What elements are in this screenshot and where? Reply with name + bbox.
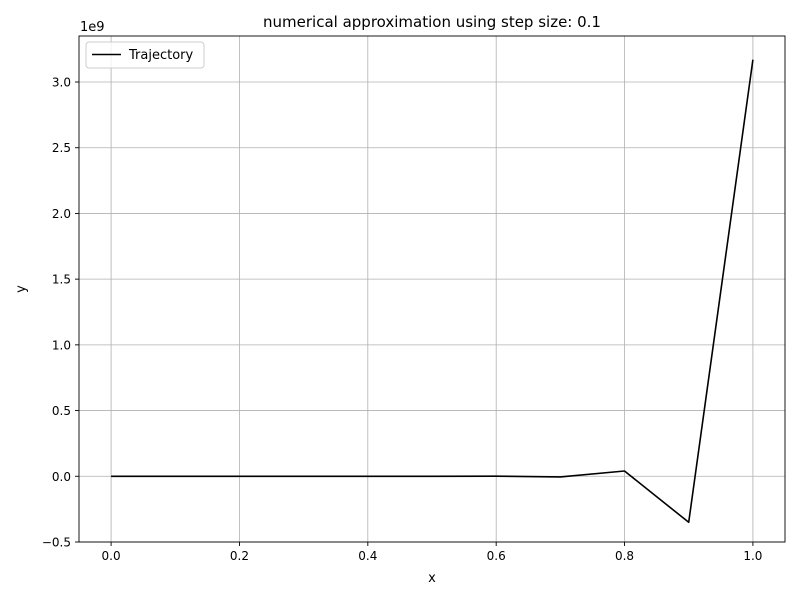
x-tick-label: 0.4 xyxy=(358,549,377,563)
plot-area-frame xyxy=(78,35,786,543)
x-tick-label: 0.2 xyxy=(230,549,249,563)
chart-title: numerical approximation using step size:… xyxy=(263,13,601,31)
legend: Trajectory xyxy=(85,41,205,69)
y-tick-label: 3.0 xyxy=(52,76,71,90)
grid xyxy=(79,36,785,543)
legend-box xyxy=(85,41,205,69)
y-axis-scale-label: 1e9 xyxy=(80,20,105,35)
x-tick-label: 0.6 xyxy=(487,549,506,563)
series-layer xyxy=(111,59,754,524)
x-axis-label: x xyxy=(428,571,436,586)
y-axis-ticks: −0.5 0.0 0.5 1.0 1.5 2.0 2.5 3.0 xyxy=(42,76,79,550)
y-tick-label: 2.5 xyxy=(52,141,71,155)
y-tick-label: 0.5 xyxy=(52,404,71,418)
series-line-trajectory xyxy=(111,59,754,524)
legend-trajectory-label: Trajectory xyxy=(128,48,193,63)
y-tick-label: −0.5 xyxy=(42,536,71,550)
y-tick-label: 1.0 xyxy=(52,338,71,352)
x-axis-ticks: 0.0 0.2 0.4 0.6 0.8 1.0 xyxy=(102,542,762,563)
y-axis-label: y xyxy=(14,285,29,293)
y-tick-label: 2.0 xyxy=(52,207,71,221)
x-tick-label: 0.0 xyxy=(102,549,121,563)
y-tick-label: 0.0 xyxy=(52,470,71,484)
x-tick-label: 0.8 xyxy=(615,549,634,563)
x-tick-label: 1.0 xyxy=(743,549,762,563)
y-tick-label: 1.5 xyxy=(52,273,71,287)
